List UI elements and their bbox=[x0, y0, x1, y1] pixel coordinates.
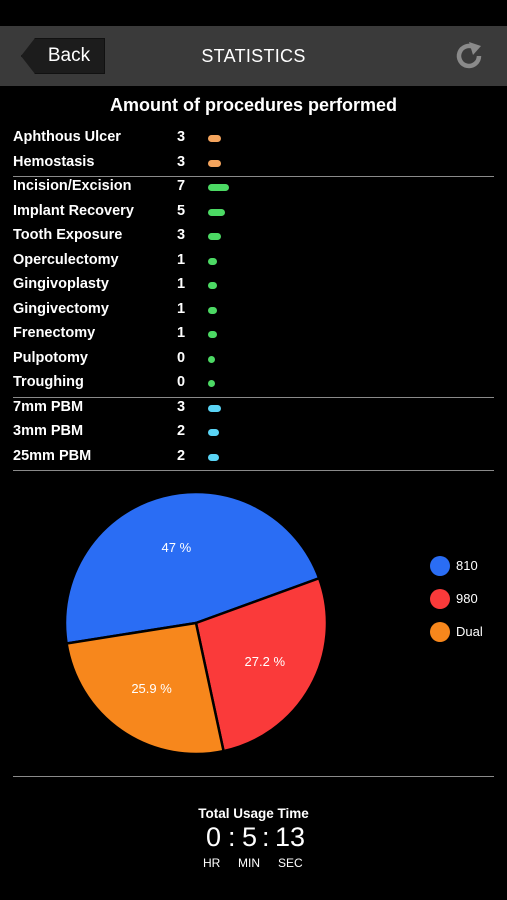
procedure-bar bbox=[208, 135, 221, 142]
usage-title: Total Usage Time bbox=[198, 806, 309, 821]
legend-swatch bbox=[430, 622, 450, 642]
usage-minutes: 5 bbox=[242, 822, 258, 852]
legend-label: 810 bbox=[456, 558, 478, 573]
usage-separator: : bbox=[262, 822, 270, 852]
pie-chart: 47 % 27.2 % 25.9 % bbox=[63, 490, 329, 756]
procedure-row: 25mm PBM 2 bbox=[13, 445, 493, 469]
procedure-label: 25mm PBM bbox=[13, 447, 92, 464]
procedure-bar bbox=[208, 453, 219, 461]
procedure-bar bbox=[208, 380, 215, 387]
procedure-row: Pulpotomy 0 bbox=[13, 347, 493, 371]
procedure-row: Gingivoplasty 1 bbox=[13, 273, 493, 297]
procedure-label: Aphthous Ulcer bbox=[13, 129, 121, 145]
procedure-row: Gingivectomy 1 bbox=[13, 298, 493, 322]
procedure-count: 1 bbox=[176, 325, 186, 341]
procedure-bar bbox=[208, 404, 221, 412]
legend-swatch bbox=[430, 589, 450, 609]
group-divider bbox=[13, 176, 494, 177]
procedure-count: 3 bbox=[176, 398, 186, 415]
procedure-count: 2 bbox=[176, 423, 186, 439]
procedure-bar bbox=[208, 331, 217, 338]
procedure-label: Tooth Exposure bbox=[13, 227, 123, 243]
procedure-row: Aphthous Ulcer 3 bbox=[13, 126, 493, 150]
pie-slice-label: 27.2 % bbox=[245, 654, 286, 669]
procedure-count: 7 bbox=[176, 178, 186, 194]
procedure-label: Gingivectomy bbox=[13, 300, 109, 317]
procedure-row: Incision/Excision 7 bbox=[13, 175, 493, 199]
procedure-row: 7mm PBM 3 bbox=[13, 396, 493, 420]
procedure-label: 7mm PBM bbox=[13, 398, 84, 415]
procedure-label: Incision/Excision bbox=[13, 178, 132, 194]
usage-time: 0 : 5 : 13 bbox=[0, 822, 507, 856]
procedure-row: Hemostasis 3 bbox=[13, 151, 493, 175]
procedure-label: Frenectomy bbox=[13, 325, 96, 341]
pie-slice-810 bbox=[63, 490, 321, 645]
procedure-bar bbox=[208, 429, 219, 436]
procedure-count: 1 bbox=[176, 300, 186, 317]
procedure-bar bbox=[208, 233, 221, 240]
group-divider bbox=[13, 470, 494, 471]
procedure-bar bbox=[208, 355, 215, 363]
procedures-title: Amount of procedures performed bbox=[109, 95, 398, 115]
procedure-label: Pulpotomy bbox=[13, 349, 88, 366]
procedure-label: Gingivoplasty bbox=[13, 276, 109, 292]
procedure-label: Operculectomy bbox=[13, 251, 119, 268]
procedure-row: Troughing 0 bbox=[13, 371, 493, 395]
procedure-count: 0 bbox=[176, 349, 186, 366]
procedure-label: 3mm PBM bbox=[13, 423, 84, 439]
procedure-row: Tooth Exposure 3 bbox=[13, 224, 493, 248]
divider bbox=[13, 776, 494, 777]
usage-seconds: 13 bbox=[275, 822, 306, 852]
legend-label: 980 bbox=[456, 591, 478, 606]
legend-swatch bbox=[430, 556, 450, 576]
procedure-count: 2 bbox=[176, 447, 186, 464]
procedure-row: 3mm PBM 2 bbox=[13, 420, 493, 444]
usage-separator: : bbox=[228, 822, 236, 852]
procedure-count: 3 bbox=[176, 227, 186, 243]
procedure-count: 3 bbox=[176, 153, 186, 170]
procedure-label: Implant Recovery bbox=[13, 202, 134, 219]
usage-hours: 0 bbox=[206, 822, 222, 852]
usage-chart: 47 % 27.2 % 25.9 % 810 980 Dual bbox=[0, 480, 507, 770]
pie-slice-label: 25.9 % bbox=[131, 681, 172, 696]
nav-bar: Back STATISTICS bbox=[0, 26, 507, 86]
page-title: STATISTICS bbox=[201, 46, 306, 66]
procedure-row: Implant Recovery 5 bbox=[13, 200, 493, 224]
procedure-count: 1 bbox=[176, 276, 186, 292]
legend-label: Dual bbox=[456, 624, 483, 639]
procedure-row: Frenectomy 1 bbox=[13, 322, 493, 346]
group-divider bbox=[13, 396, 494, 398]
procedure-label: Troughing bbox=[13, 374, 84, 390]
pie-slice-label: 47 % bbox=[162, 540, 192, 555]
procedure-count: 0 bbox=[176, 374, 186, 390]
refresh-icon[interactable] bbox=[453, 40, 485, 72]
hours-unit: HR bbox=[203, 856, 221, 870]
back-button[interactable]: Back bbox=[21, 38, 105, 74]
procedure-count: 3 bbox=[176, 129, 186, 145]
status-bar-area bbox=[0, 0, 507, 26]
procedure-bar bbox=[208, 184, 229, 191]
minutes-unit: MIN bbox=[238, 856, 260, 870]
procedure-bar bbox=[208, 208, 225, 216]
procedure-label: Hemostasis bbox=[13, 153, 95, 170]
procedure-bar bbox=[208, 257, 217, 265]
seconds-unit: SEC bbox=[278, 856, 303, 870]
procedure-bar bbox=[208, 306, 217, 314]
procedure-bar bbox=[208, 282, 217, 289]
procedure-count: 5 bbox=[176, 202, 186, 219]
pie-slice-980 bbox=[194, 576, 329, 753]
procedure-bar bbox=[208, 159, 221, 167]
procedure-row: Operculectomy 1 bbox=[13, 249, 493, 273]
procedure-count: 1 bbox=[176, 251, 186, 268]
pie-slice-dual bbox=[65, 621, 226, 756]
